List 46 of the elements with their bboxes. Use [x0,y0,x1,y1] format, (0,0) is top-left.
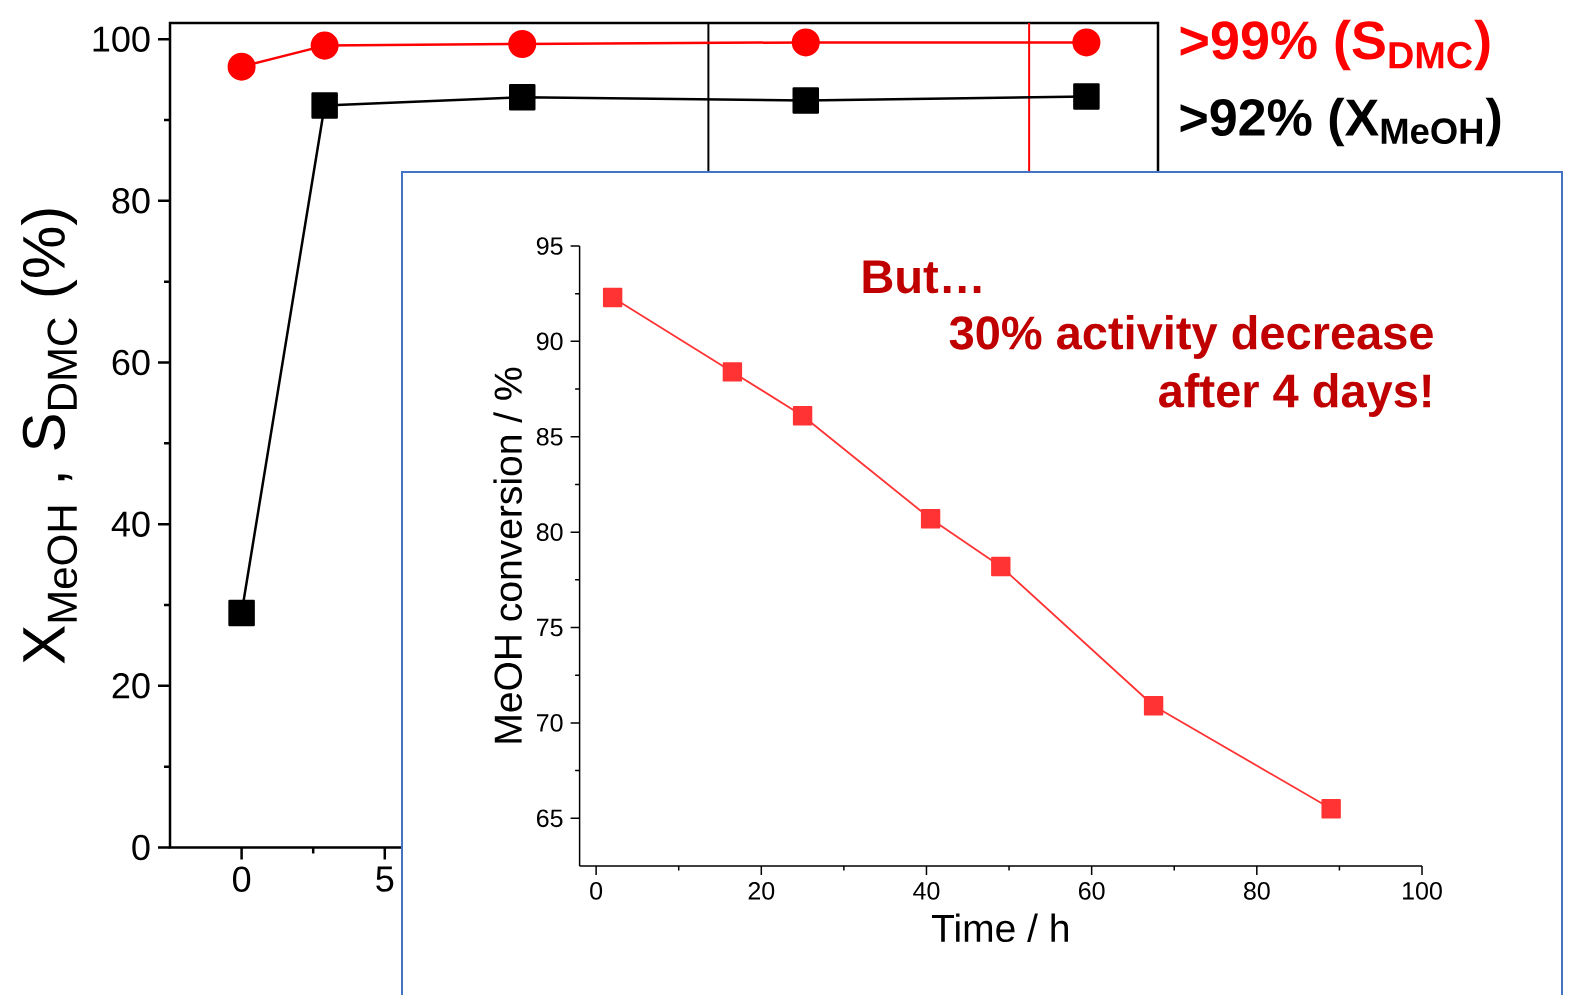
point [311,92,338,119]
point [1072,28,1101,57]
x-tick-label: 5 [376,866,394,892]
annotation: after 4 days! [1159,373,1431,417]
annotation: 30% activity decrease [949,315,1433,359]
y-tick-label: 90 [536,332,563,351]
x-tick-label: 60 [1079,882,1105,900]
y-tick-label: 70 [537,714,563,732]
text: >92% (X$_{MeOH}$) [1180,97,1501,147]
x-tick-label: 80 [1244,882,1270,900]
y-tick-label: 95 [536,237,563,255]
x-axis-title: Time / h [931,913,1068,943]
point [1143,696,1164,716]
point [792,87,820,114]
y-axis-title: MeOH conversion / % [493,367,522,743]
y-tick-label: 80 [536,523,563,541]
y-axis-title: X$_{MeOH}$ , S$_{DMC}$ (%) [21,209,78,664]
point [920,509,941,529]
x-tick-label: 40 [913,882,940,900]
point [1073,83,1100,110]
point [509,84,536,111]
y-tick-label: 75 [537,618,563,637]
point [602,287,623,308]
point [791,28,820,57]
x-tick-label: 20 [748,882,775,900]
text: >99% (S$_{DMC}$) [1180,19,1490,71]
x-tick-label: 0 [590,882,603,900]
x-tick-label: 0 [233,866,251,893]
y-tick-label: 0 [132,834,150,861]
y-tick-label: 20 [112,673,150,699]
point [792,406,813,426]
point [508,29,537,59]
y-tick-label: 80 [112,188,150,214]
y-tick-label: 60 [112,349,150,376]
point [228,599,255,627]
point [310,31,339,60]
y-tick-label: 65 [536,809,563,828]
point [227,52,256,81]
y-tick-label: 40 [111,511,150,537]
point [991,556,1011,577]
annotation: But… [863,260,981,294]
point [1321,799,1341,819]
y-tick-label: 85 [536,427,563,446]
x-tick-label: 100 [1403,882,1442,900]
y-tick-label: 100 [93,26,150,52]
point [722,362,743,382]
